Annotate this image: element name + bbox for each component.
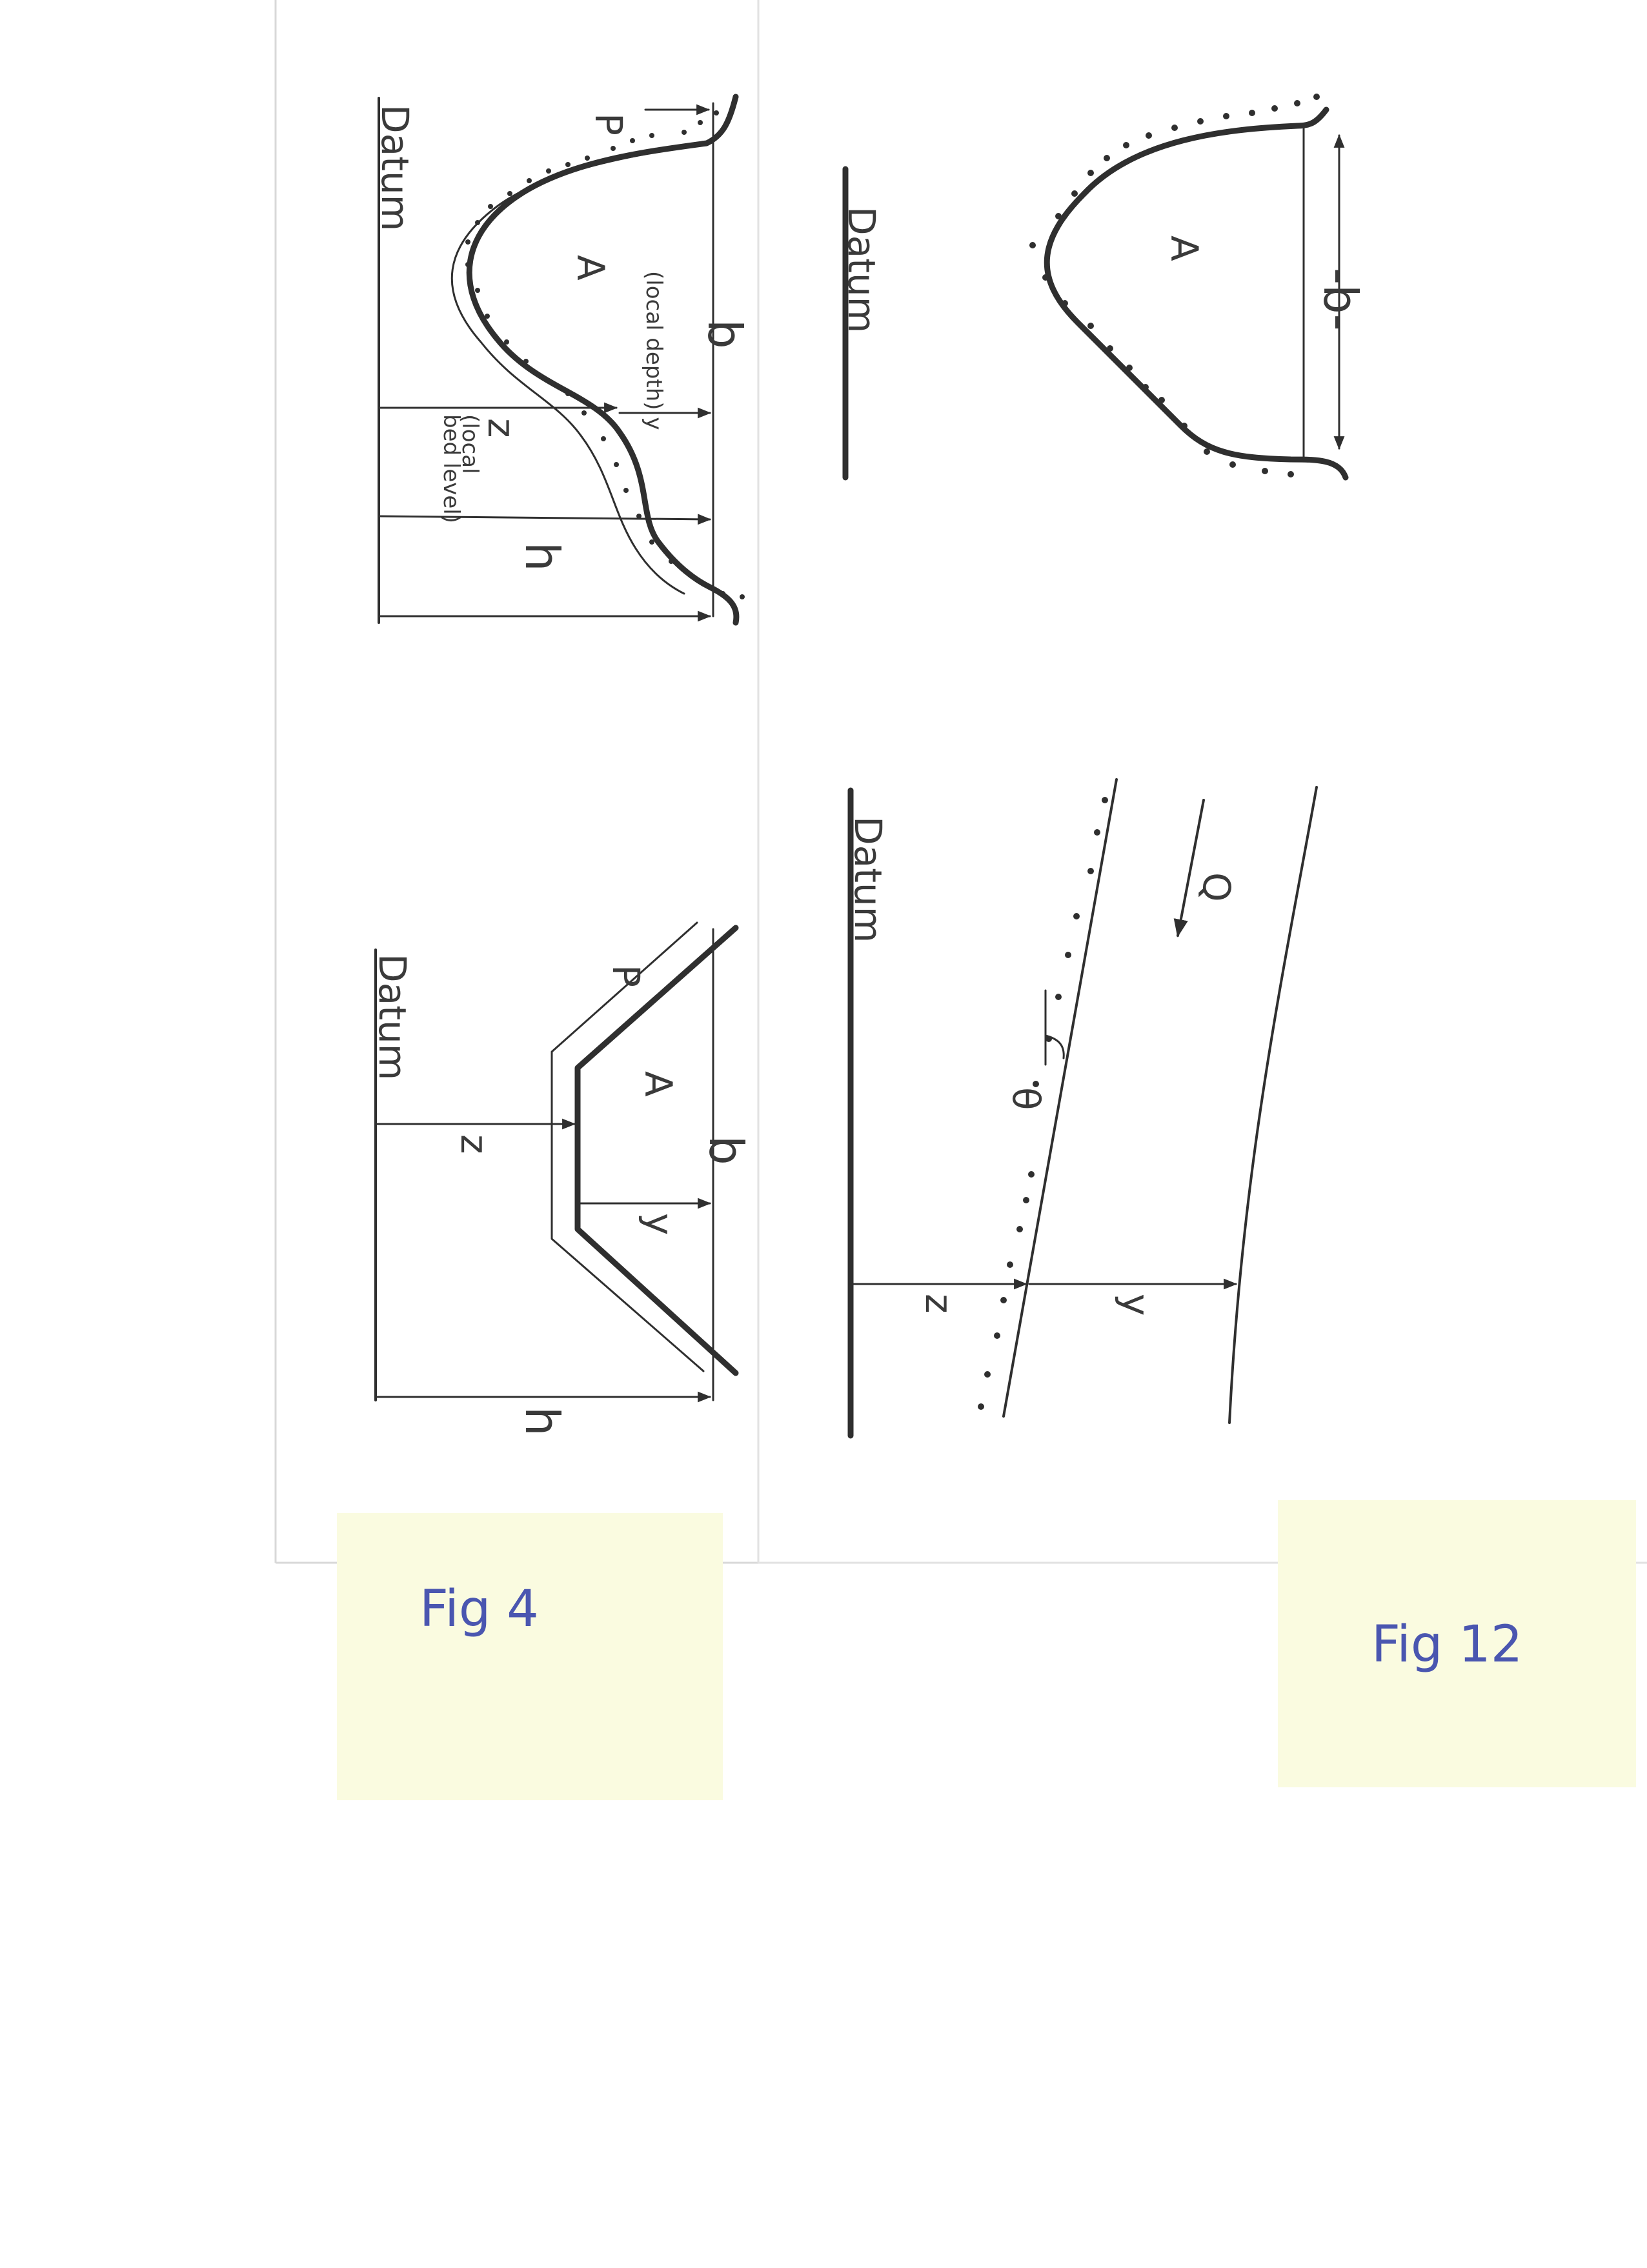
perimeter-label-P: P (587, 113, 631, 135)
datum-label: Datum (840, 206, 884, 333)
datum-label: Datum (370, 954, 414, 1080)
head-label-h: h (515, 542, 569, 572)
depth-label-y: y (1114, 1294, 1158, 1316)
sticky-note-fig4: Fig 4 (337, 1513, 723, 1800)
local-depth-label: (local depth) y (641, 271, 667, 430)
fig4-irregular-section: Datum b A P (local depth) y z (373, 94, 752, 626)
trapezoid-bed (574, 925, 739, 1376)
width-label-b: b (699, 1136, 753, 1165)
discharge-arrow (1173, 799, 1205, 938)
bed-level-label-z: z (452, 1134, 496, 1154)
head-arrow-h (378, 514, 712, 525)
bed-level-label-z: z (480, 418, 523, 437)
bed-level-text-2: bed level) (438, 414, 464, 523)
sediment-dots (1029, 94, 1320, 477)
fig12-profile: Datum Q θ z y (846, 778, 1318, 1439)
water-surface-line (1228, 786, 1318, 1424)
depth-label-y: y (638, 1213, 682, 1235)
discharge-label-Q: Q (1195, 872, 1238, 902)
area-label-A: A (1162, 236, 1206, 261)
perimeter-label-P: P (604, 965, 648, 987)
channel-bed-line (1002, 778, 1118, 1418)
datum-label: Datum (373, 105, 417, 231)
wetted-perimeter-line (551, 921, 705, 1372)
channel-bed (1044, 106, 1349, 481)
area-label-A: A (569, 255, 612, 281)
sediment-dots (465, 110, 745, 599)
area-label-A: A (636, 1071, 680, 1097)
note-label-fig12: Fig 12 (1371, 1616, 1522, 1674)
width-label-b: -b- (1313, 268, 1368, 331)
fig12-cross-section: Datum -b- A (840, 94, 1368, 481)
head-label-h: h (515, 1407, 569, 1436)
fig4-trapezoid-section: Datum b A P z y h (370, 921, 753, 1436)
sticky-note-fig12: Fig 12 (1278, 1500, 1636, 1787)
wetted-perimeter-line (450, 146, 685, 595)
bed-level-text-1: (local (457, 414, 483, 474)
angle-label-theta: θ (1004, 1087, 1048, 1110)
bed-level-label-z: z (917, 1294, 961, 1313)
sediment-dots (978, 797, 1108, 1410)
width-label-b: b (698, 319, 752, 349)
angle-arc (1044, 1034, 1065, 1059)
note-label-fig4: Fig 4 (419, 1580, 539, 1638)
datum-label: Datum (846, 816, 890, 943)
channel-bed (466, 94, 740, 626)
